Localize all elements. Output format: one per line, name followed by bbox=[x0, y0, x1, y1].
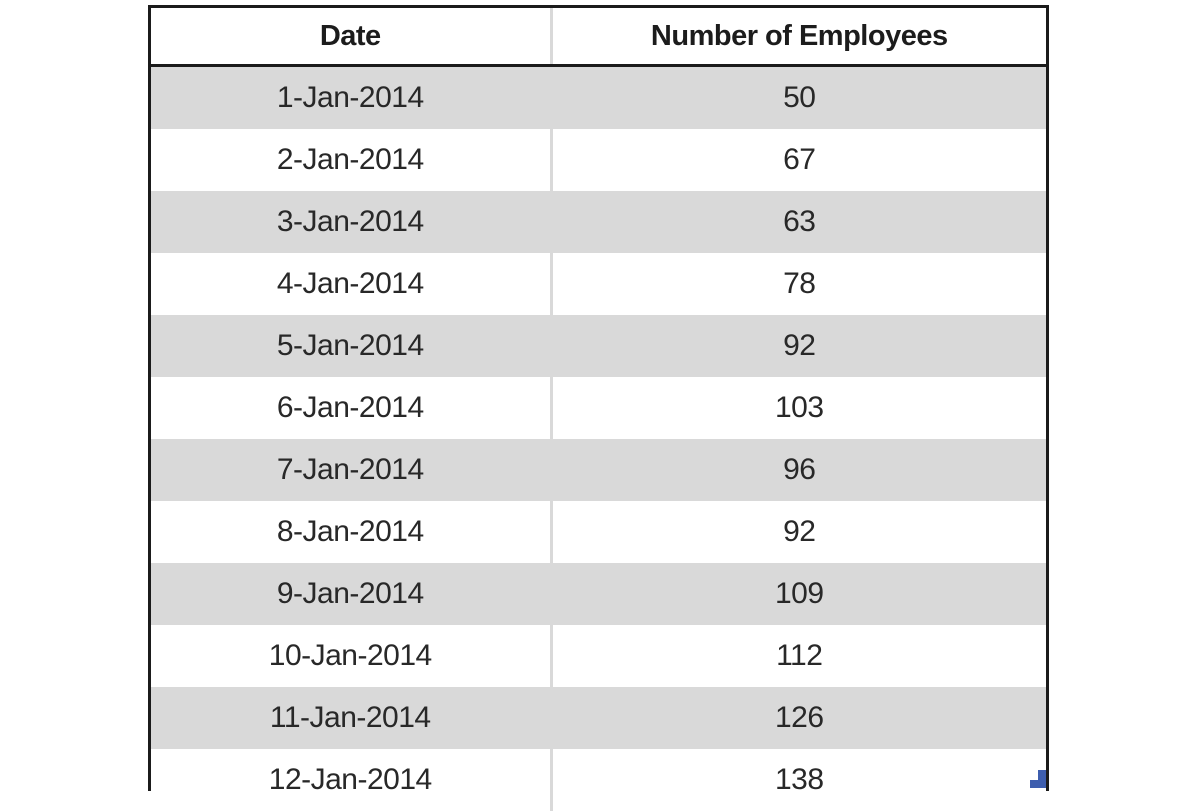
employee-count-cell: 67 bbox=[551, 129, 1046, 191]
employee-count-cell: 96 bbox=[551, 439, 1046, 501]
employee-count-cell: 126 bbox=[551, 687, 1046, 749]
date-cell: 11-Jan-2014 bbox=[151, 687, 551, 749]
table-row: 2-Jan-2014 67 bbox=[151, 129, 1046, 191]
header-row: Date Number of Employees bbox=[151, 8, 1046, 66]
date-cell: 7-Jan-2014 bbox=[151, 439, 551, 501]
employee-count-cell: 92 bbox=[551, 501, 1046, 563]
resize-handle-icon[interactable] bbox=[1030, 770, 1046, 788]
table-row: 1-Jan-2014 50 bbox=[151, 66, 1046, 130]
date-cell: 10-Jan-2014 bbox=[151, 625, 551, 687]
employee-table-container: Date Number of Employees 1-Jan-2014 50 2… bbox=[148, 5, 1049, 791]
employee-count-cell: 138 bbox=[551, 749, 1046, 811]
employee-count-cell: 112 bbox=[551, 625, 1046, 687]
table-row: 12-Jan-2014 138 bbox=[151, 749, 1046, 811]
date-cell: 8-Jan-2014 bbox=[151, 501, 551, 563]
date-cell: 6-Jan-2014 bbox=[151, 377, 551, 439]
date-cell: 3-Jan-2014 bbox=[151, 191, 551, 253]
table-body: 1-Jan-2014 50 2-Jan-2014 67 3-Jan-2014 6… bbox=[151, 66, 1046, 811]
date-cell: 1-Jan-2014 bbox=[151, 66, 551, 130]
employee-count-cell: 109 bbox=[551, 563, 1046, 625]
table-row: 8-Jan-2014 92 bbox=[151, 501, 1046, 563]
date-cell: 9-Jan-2014 bbox=[151, 563, 551, 625]
table-row: 10-Jan-2014 112 bbox=[151, 625, 1046, 687]
employee-count-cell: 50 bbox=[551, 66, 1046, 130]
table-row: 9-Jan-2014 109 bbox=[151, 563, 1046, 625]
table-header: Date Number of Employees bbox=[151, 8, 1046, 66]
date-cell: 2-Jan-2014 bbox=[151, 129, 551, 191]
table-row: 3-Jan-2014 63 bbox=[151, 191, 1046, 253]
column-header-date: Date bbox=[151, 8, 551, 66]
date-cell: 12-Jan-2014 bbox=[151, 749, 551, 811]
table-row: 5-Jan-2014 92 bbox=[151, 315, 1046, 377]
employee-count-cell: 63 bbox=[551, 191, 1046, 253]
date-cell: 4-Jan-2014 bbox=[151, 253, 551, 315]
employee-count-cell: 103 bbox=[551, 377, 1046, 439]
table-row: 6-Jan-2014 103 bbox=[151, 377, 1046, 439]
column-header-employees: Number of Employees bbox=[551, 8, 1046, 66]
employee-count-cell: 92 bbox=[551, 315, 1046, 377]
employee-table: Date Number of Employees 1-Jan-2014 50 2… bbox=[151, 8, 1046, 811]
date-cell: 5-Jan-2014 bbox=[151, 315, 551, 377]
table-row: 4-Jan-2014 78 bbox=[151, 253, 1046, 315]
table-row: 7-Jan-2014 96 bbox=[151, 439, 1046, 501]
employee-count-cell: 78 bbox=[551, 253, 1046, 315]
table-row: 11-Jan-2014 126 bbox=[151, 687, 1046, 749]
